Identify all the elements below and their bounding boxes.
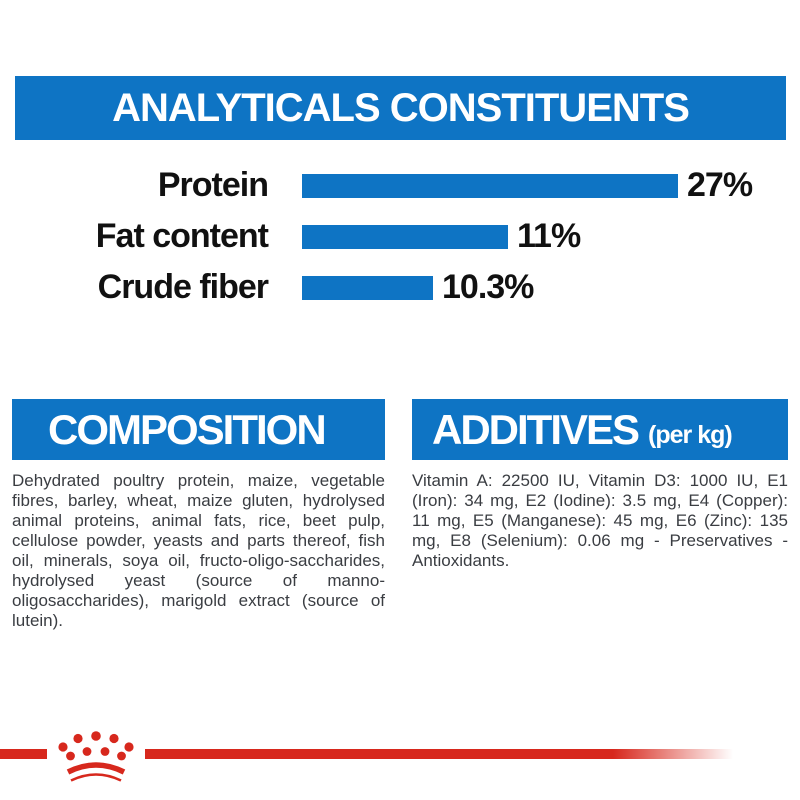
chart-category-label: Protein [157, 166, 269, 204]
composition-title: COMPOSITION [48, 405, 327, 453]
chart-bar [302, 275, 433, 300]
chart-category-label: Fat content [95, 217, 269, 255]
chart-value-label: 10.3% [442, 268, 534, 306]
chart-bar [302, 224, 508, 249]
chart-value-label: 27% [687, 166, 753, 204]
chart-row: Fat content 11% [0, 211, 800, 262]
analytical-constituents-banner: ANALYTICALS CONSTITUENTS [15, 76, 786, 140]
composition-body: Dehydrated poultry protein, maize, veget… [12, 471, 385, 630]
additives-title: ADDITIVES [432, 405, 640, 453]
analytical-constituents-chart: Protein 27% Fat content 11% Crude fiber 10.3% [0, 160, 800, 313]
royal-canin-crown-icon [58, 731, 134, 782]
analytical-constituents-title: ANALYTICALS CONSTITUENTS [112, 85, 690, 130]
footer-rule-right [145, 749, 745, 759]
composition-banner: COMPOSITION [12, 399, 385, 460]
footer-rule-left [0, 749, 47, 759]
chart-bar [302, 173, 678, 198]
additives-banner: ADDITIVES (per kg) [412, 399, 788, 460]
additives-body: Vitamin A: 22500 IU, Vitamin D3: 1000 IU… [412, 471, 788, 570]
chart-row: Protein 27% [0, 160, 800, 211]
chart-row: Crude fiber 10.3% [0, 262, 800, 313]
additives-title-suffix: (per kg) [648, 421, 733, 449]
chart-category-label: Crude fiber [97, 268, 269, 306]
chart-value-label: 11% [517, 217, 581, 255]
